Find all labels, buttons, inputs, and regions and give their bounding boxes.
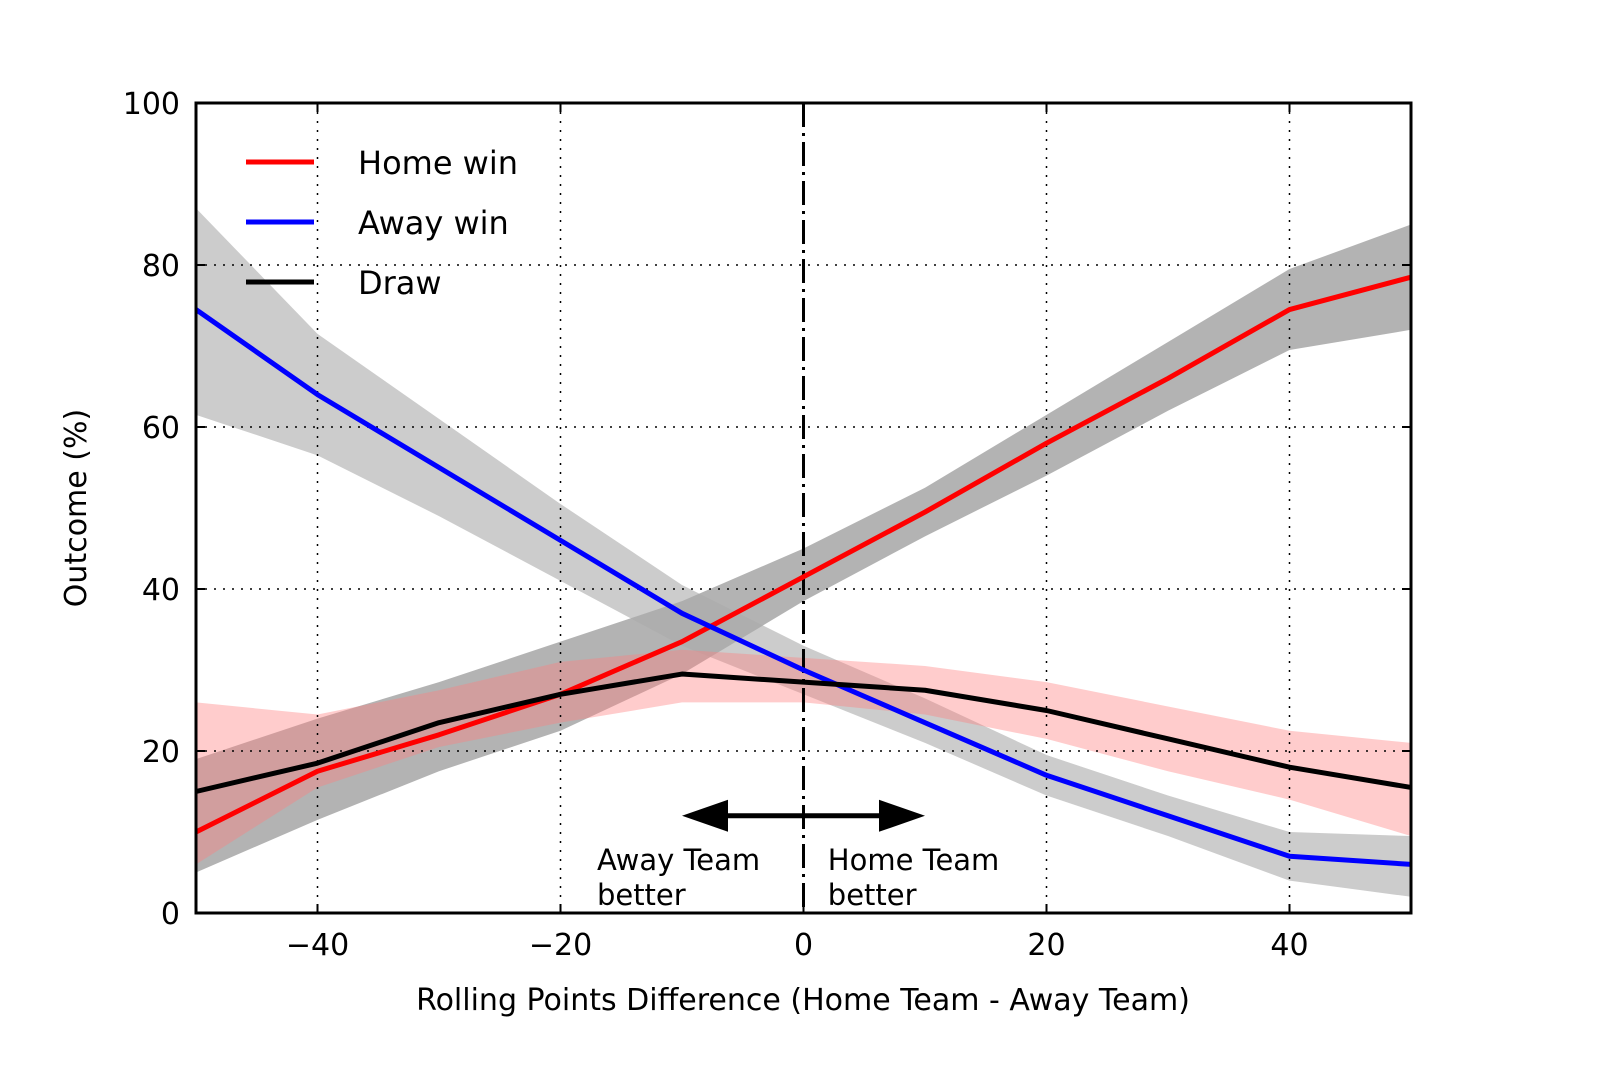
- x-tick-label: −40: [286, 928, 349, 963]
- away-win-line: [194, 307, 1412, 867]
- legend-label-draw: Draw: [358, 264, 442, 302]
- home-team-better-label: Home Team: [828, 843, 1000, 877]
- y-axis-label: Outcome (%): [59, 409, 94, 607]
- y-tick-label: 0: [161, 897, 180, 932]
- y-tick-label: 20: [142, 735, 180, 770]
- legend: Home win Away win Draw: [246, 144, 518, 302]
- home-win-line: [194, 274, 1412, 835]
- away-team-better-label: better: [597, 878, 686, 912]
- arrow-head-left-icon: [682, 799, 728, 832]
- draw-band: [196, 649, 1411, 865]
- x-tick-label: 40: [1270, 928, 1308, 963]
- arrow-head-right-icon: [879, 799, 925, 832]
- x-axis-label: Rolling Points Difference (Home Team - A…: [416, 983, 1190, 1018]
- series-lines: [194, 274, 1412, 867]
- home-team-better-label: better: [828, 878, 917, 912]
- draw-line: [195, 671, 1412, 794]
- x-tick-label: 20: [1027, 928, 1065, 963]
- legend-label-away-win: Away win: [358, 204, 509, 242]
- away-team-better-label: Away Team: [597, 843, 760, 877]
- x-tick-label: 0: [794, 928, 813, 963]
- y-tick-label: 100: [123, 87, 180, 122]
- grid-lines: [196, 103, 1411, 913]
- legend-label-home-win: Home win: [358, 144, 518, 182]
- y-tick-label: 60: [142, 411, 180, 446]
- y-tick-label: 40: [142, 573, 180, 608]
- x-tick-label: −20: [529, 928, 592, 963]
- direction-arrow: [682, 799, 925, 832]
- axis-ticks: −40 −20 0 20 40 0 20 40 60 80 100: [123, 87, 1411, 963]
- y-tick-label: 80: [142, 249, 180, 284]
